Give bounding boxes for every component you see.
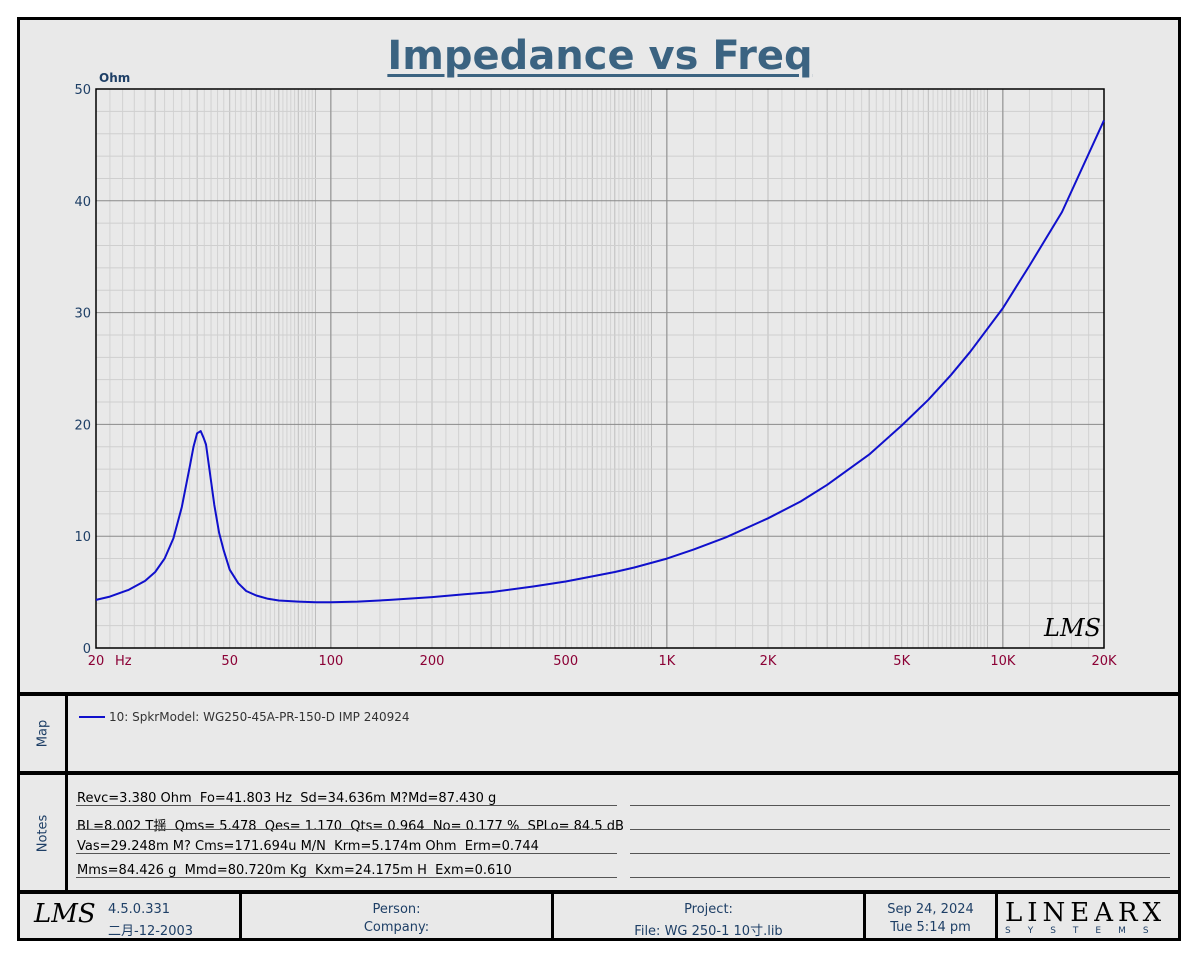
note-rule [76,853,617,854]
linearx-logo: LINEARX [1005,898,1167,928]
chart-title: Impedance vs Freq [387,33,813,79]
note-rule [76,829,617,830]
lms-logo: LMS [34,899,96,929]
x-tick-label: 200 [420,654,445,669]
x-tick-label: 10K [990,654,1016,669]
footer-divider [239,894,242,938]
impedance-chart: 0 10 20 30 40 50 20 50 100 200 500 1K 2K 5K 10K 20K Oh… [74,71,1117,669]
lms-watermark: LMS [1043,614,1101,642]
y-tick-label: 30 [74,307,91,322]
y-tick-label: 10 [74,530,91,545]
linearx-systems-text: SYSTEMS [1005,926,1166,936]
note-line-3: Vas=29.248m M? Cms=171.694u M/N Krm=5.17… [77,839,539,854]
x-axis-unit: Hz [115,654,132,669]
note-rule [630,853,1170,854]
footer-divider [863,894,866,938]
company-label: Company: [363,920,430,935]
map-label: Map [35,719,51,748]
note-line-4: Mms=84.426 g Mmd=80.720m Kg Kxm=24.175m … [77,863,512,878]
divider-sidebar [65,694,68,892]
note-rule [630,829,1170,830]
note-rule [630,877,1170,878]
x-tick-label: 50 [221,654,238,669]
x-tick-label: 20 [88,654,105,669]
version-text: 4.5.0.331 [108,902,171,917]
divider-chart-map [17,692,1181,696]
note-rule [630,805,1170,806]
x-tick-label: 500 [553,654,578,669]
plot-border [95,88,1105,649]
y-tick-label: 40 [74,195,91,210]
y-tick-label: 20 [74,418,91,433]
impedance-curve [95,119,1105,604]
legend-entry: 10: SpkrModel: WG250-45A-PR-150-D IMP 24… [109,710,410,724]
divider-notes-footer [17,890,1181,894]
build-date-text: 二月-12-2003 [108,924,194,939]
y-tick-label: 50 [74,83,91,98]
legend-swatch [79,716,105,718]
divider-map-notes [17,771,1181,775]
footer-divider [551,894,554,938]
x-tick-label: 100 [318,654,343,669]
x-tick-label: 1K [658,654,675,669]
project-label: Project: [684,902,733,917]
y-axis-label: Ohm [99,71,130,85]
x-tick-label: 2K [760,654,777,669]
file-label: File: WG 250-1 10寸.lib [634,924,783,939]
notes-label: Notes [35,814,51,853]
footer-divider [995,894,998,938]
note-line-2: BL=8.002 T揺 Qms= 5.478 Qes= 1.170 Qts= 0… [77,819,624,834]
note-rule [76,805,617,806]
y-tick-label: 0 [83,642,91,657]
note-line-1: Revc=3.380 Ohm Fo=41.803 Hz Sd=34.636m M… [77,791,497,806]
person-label: Person: [372,902,421,917]
x-tick-label: 5K [893,654,910,669]
x-tick-label: 20K [1091,654,1117,669]
date-text: Sep 24, 2024 [887,902,974,917]
time-text: Tue 5:14 pm [890,920,971,935]
note-rule [76,877,617,878]
